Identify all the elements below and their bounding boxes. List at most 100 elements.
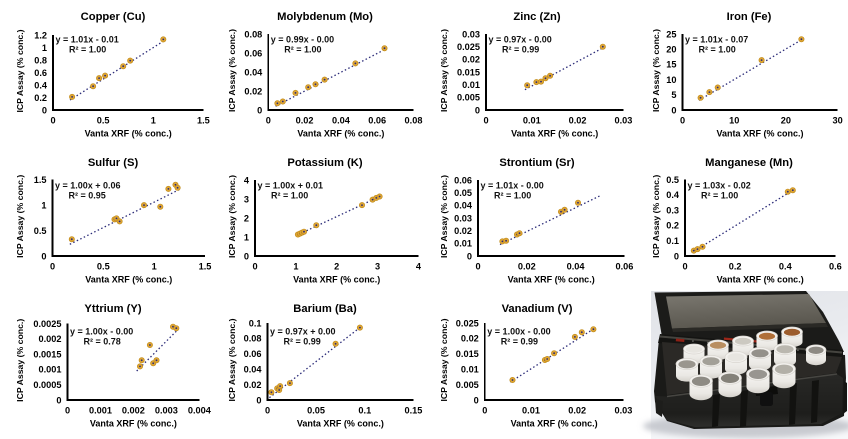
svg-text:0: 0: [42, 105, 47, 115]
svg-text:0: 0: [475, 262, 480, 272]
svg-text:0: 0: [483, 116, 488, 126]
svg-text:0.6: 0.6: [829, 262, 842, 272]
svg-text:0.06: 0.06: [368, 116, 386, 126]
svg-text:R² = 0.95: R² = 0.95: [69, 191, 106, 201]
svg-text:0.15: 0.15: [404, 406, 422, 416]
svg-text:ICP Assay (% conc.): ICP Assay (% conc.): [15, 29, 25, 112]
svg-text:0.2: 0.2: [666, 221, 679, 231]
svg-text:Vanta XRF (% conc.): Vanta XRF (% conc.): [85, 275, 172, 285]
svg-text:0.015: 0.015: [457, 67, 480, 77]
svg-text:0.2: 0.2: [34, 93, 47, 103]
svg-text:1.5: 1.5: [197, 116, 210, 126]
svg-text:0.0005: 0.0005: [33, 380, 61, 390]
svg-text:Vanta XRF (% conc.): Vanta XRF (% conc.): [511, 419, 598, 429]
svg-text:Zinc (Zn): Zinc (Zn): [513, 11, 560, 23]
svg-text:0: 0: [41, 251, 46, 261]
svg-text:0.4: 0.4: [666, 190, 680, 200]
svg-text:0.04: 0.04: [244, 67, 263, 77]
svg-text:0: 0: [674, 251, 679, 261]
svg-text:0: 0: [475, 105, 480, 115]
svg-text:0: 0: [265, 406, 270, 416]
svg-text:0.002: 0.002: [39, 334, 62, 344]
svg-text:R² = 1.00: R² = 1.00: [69, 45, 106, 55]
svg-text:0.4: 0.4: [779, 262, 793, 272]
svg-text:0: 0: [65, 406, 70, 416]
svg-text:1: 1: [293, 262, 298, 272]
svg-text:0: 0: [56, 395, 61, 405]
svg-text:0.5: 0.5: [97, 116, 110, 126]
svg-text:0: 0: [266, 116, 271, 126]
svg-text:ICP Assay (% conc.): ICP Assay (% conc.): [439, 29, 449, 112]
svg-text:y = 1.00x + 0.01: y = 1.00x + 0.01: [258, 180, 324, 190]
svg-text:0.03: 0.03: [614, 116, 632, 126]
svg-text:Vanta XRF (% conc.): Vanta XRF (% conc.): [511, 129, 598, 139]
svg-text:Copper (Cu): Copper (Cu): [81, 11, 146, 23]
svg-text:0: 0: [474, 395, 479, 405]
svg-text:Vanta XRF (% conc.): Vanta XRF (% conc.): [85, 129, 172, 139]
svg-text:0.5: 0.5: [666, 175, 679, 185]
svg-text:5: 5: [671, 90, 676, 100]
svg-text:0.2: 0.2: [729, 262, 742, 272]
svg-text:0.08: 0.08: [244, 29, 262, 39]
svg-text:Strontium (Sr): Strontium (Sr): [499, 157, 574, 169]
svg-text:0.8: 0.8: [34, 55, 47, 65]
svg-text:y = 0.97x + 0.00: y = 0.97x + 0.00: [270, 326, 336, 336]
svg-text:R² = 1.00: R² = 1.00: [494, 191, 531, 201]
svg-text:0.005: 0.005: [457, 93, 480, 103]
svg-text:R² = 0.99: R² = 0.99: [501, 337, 538, 347]
svg-text:2: 2: [244, 213, 249, 223]
svg-text:0.03: 0.03: [614, 406, 632, 416]
svg-text:0.6: 0.6: [34, 68, 47, 78]
svg-text:0.08: 0.08: [244, 334, 262, 344]
svg-text:1.5: 1.5: [34, 175, 47, 185]
svg-text:y = 1.01x - 0.07: y = 1.01x - 0.07: [685, 34, 748, 44]
svg-text:0: 0: [671, 105, 676, 115]
svg-text:ICP Assay (% conc.): ICP Assay (% conc.): [227, 318, 237, 401]
svg-text:30: 30: [832, 116, 842, 126]
svg-text:y = 1.00x - 0.00: y = 1.00x - 0.00: [70, 326, 133, 336]
svg-text:ICP Assay (% conc.): ICP Assay (% conc.): [15, 175, 25, 258]
svg-text:1.5: 1.5: [199, 262, 212, 272]
svg-text:ICP Assay (% conc.): ICP Assay (% conc.): [227, 175, 237, 258]
svg-text:25: 25: [666, 29, 676, 39]
svg-text:0.5: 0.5: [34, 226, 47, 236]
svg-text:0.06: 0.06: [244, 349, 262, 359]
svg-text:0.02: 0.02: [244, 86, 262, 96]
svg-text:0.4: 0.4: [34, 80, 48, 90]
svg-text:0.001: 0.001: [39, 365, 62, 375]
svg-text:R² = 0.99: R² = 0.99: [284, 337, 321, 347]
svg-text:y = 1.01x - 0.01: y = 1.01x - 0.01: [56, 34, 119, 44]
svg-text:y = 1.01x - 0.00: y = 1.01x - 0.00: [481, 180, 544, 190]
svg-text:0: 0: [682, 262, 687, 272]
svg-text:0.02: 0.02: [462, 55, 480, 65]
svg-text:0.02: 0.02: [454, 226, 472, 236]
svg-text:0: 0: [680, 116, 685, 126]
svg-text:Vanta XRF (% conc.): Vanta XRF (% conc.): [717, 275, 804, 285]
svg-text:1: 1: [152, 262, 157, 272]
svg-text:ICP Assay (% conc.): ICP Assay (% conc.): [651, 175, 661, 258]
svg-text:0.02: 0.02: [296, 116, 314, 126]
svg-text:0.04: 0.04: [454, 201, 473, 211]
svg-text:0.04: 0.04: [244, 365, 263, 375]
svg-text:ICP Assay (% conc.): ICP Assay (% conc.): [439, 175, 449, 258]
svg-text:10: 10: [666, 75, 676, 85]
svg-text:Vanta XRF (% conc.): Vanta XRF (% conc.): [716, 129, 803, 139]
svg-text:0.015: 0.015: [456, 349, 479, 359]
svg-text:0.06: 0.06: [615, 262, 633, 272]
svg-text:0.01: 0.01: [461, 365, 479, 375]
svg-text:0: 0: [244, 251, 249, 261]
svg-text:Vanta XRF (% conc.): Vanta XRF (% conc.): [297, 419, 384, 429]
svg-text:R² = 0.78: R² = 0.78: [84, 337, 121, 347]
svg-text:R² = 1.00: R² = 1.00: [699, 45, 736, 55]
svg-text:Vanadium (V): Vanadium (V): [502, 303, 573, 315]
svg-text:Vanta XRF (% conc.): Vanta XRF (% conc.): [90, 419, 177, 429]
svg-text:Vanta XRF (% conc.): Vanta XRF (% conc.): [293, 275, 380, 285]
svg-text:0.004: 0.004: [188, 406, 212, 416]
svg-text:0.04: 0.04: [332, 116, 351, 126]
svg-text:0.02: 0.02: [518, 262, 536, 272]
svg-text:0.002: 0.002: [122, 406, 145, 416]
svg-text:Yttrium (Y): Yttrium (Y): [84, 303, 141, 315]
svg-text:2: 2: [334, 262, 339, 272]
svg-text:ICP Assay (% conc.): ICP Assay (% conc.): [227, 29, 237, 112]
svg-text:0.02: 0.02: [569, 116, 587, 126]
